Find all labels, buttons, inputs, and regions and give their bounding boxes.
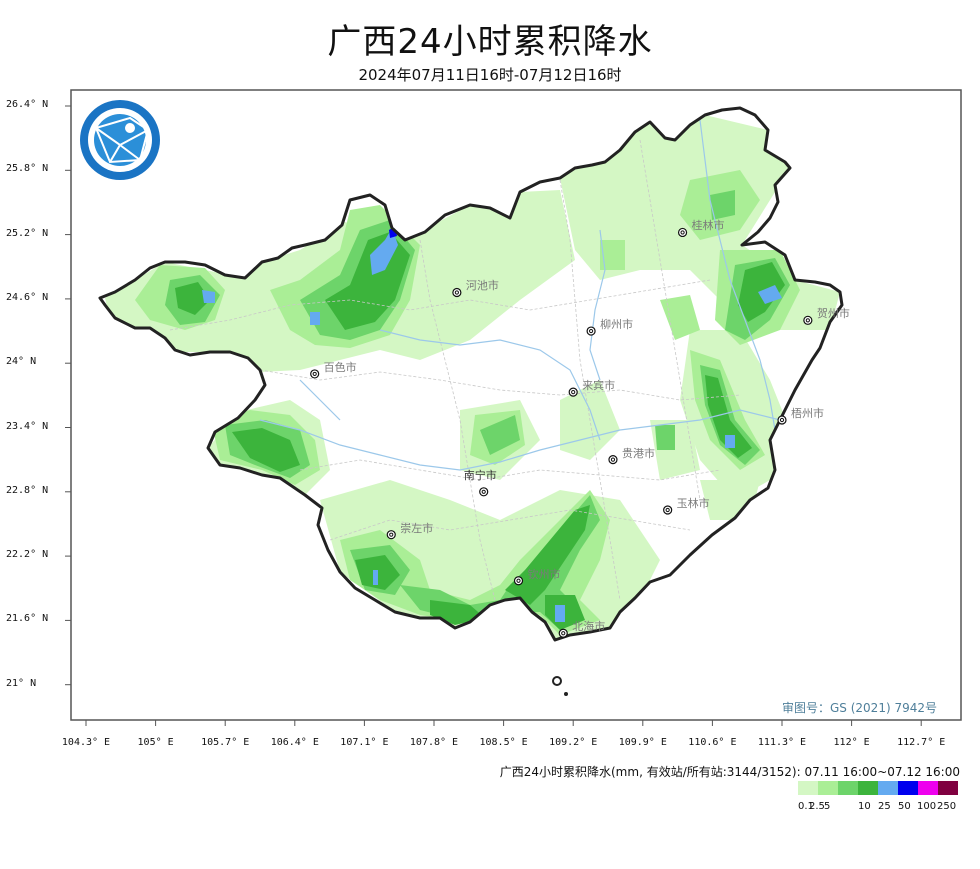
latitude-ticks xyxy=(65,105,71,686)
city-marker xyxy=(310,369,320,379)
longitude-tick-label: 105° E xyxy=(137,737,174,748)
latitude-tick-label: 24.6° N xyxy=(6,291,49,303)
latitude-tick-label: 24° N xyxy=(6,356,37,368)
latitude-tick-label: 25.2° N xyxy=(6,227,49,239)
longitude-ticks xyxy=(85,720,922,726)
legend-swatch xyxy=(858,781,878,795)
longitude-tick-label: 111.3° E xyxy=(757,737,807,748)
legend-label: 250 xyxy=(937,801,957,812)
city-label: 河池市 xyxy=(465,279,499,293)
legend-label: 100 xyxy=(917,801,937,812)
latitude-tick-label: 21.6° N xyxy=(6,613,49,625)
city-markers xyxy=(310,227,813,638)
city-marker xyxy=(452,287,462,298)
city-marker xyxy=(663,505,673,515)
county-boundaries xyxy=(169,139,741,601)
legend-labels: 0.1 2.5 5 10 25 50 100 250 xyxy=(798,801,960,815)
longitude-tick-label: 112.7° E xyxy=(897,737,946,748)
legend-label: 50 xyxy=(898,801,911,812)
city-marker xyxy=(777,415,787,425)
longitude-tick-label: 108.5° E xyxy=(479,737,528,748)
latitude-tick-label: 23.4° N xyxy=(6,420,49,432)
map-approval-number: 审图号：GS (2021) 7942号 xyxy=(782,701,937,715)
city-label: 来宾市 xyxy=(582,379,616,393)
city-label: 百色市 xyxy=(323,360,357,374)
longitude-tick-label: 107.1° E xyxy=(340,737,389,748)
map-subtitle: 2024年07月11日16时-07月12日16时 xyxy=(358,66,622,84)
rainfall-shading xyxy=(105,115,840,640)
city-label: 北海市 xyxy=(572,620,606,634)
xieyang-island xyxy=(564,692,568,696)
city-marker xyxy=(479,487,489,497)
city-marker xyxy=(386,530,396,540)
city-label: 玉林市 xyxy=(676,497,710,511)
city-label: 南宁市 xyxy=(463,468,497,482)
city-marker xyxy=(608,455,618,465)
city-label: 柳州市 xyxy=(600,318,634,332)
latitude-tick-label: 26.4° N xyxy=(6,99,49,110)
legend-swatch xyxy=(838,781,858,795)
legend-label: 0.1 xyxy=(798,801,814,812)
weizhou-island xyxy=(552,676,562,686)
latitude-tick-label: 22.8° N xyxy=(6,484,49,496)
longitude-tick-label: 109.9° E xyxy=(618,737,667,748)
longitude-tick-label: 110.6° E xyxy=(688,737,737,748)
legend-title: 广西24小时累积降水(mm, 有效站/所有站:3144/3152): 07.11… xyxy=(499,765,960,779)
city-marker xyxy=(513,576,524,586)
city-marker xyxy=(586,326,596,336)
longitude-tick-label: 106.4° E xyxy=(270,737,319,748)
map-title: 广西24小时累积降水 xyxy=(327,22,653,62)
city-marker xyxy=(677,227,688,238)
latitude-tick-label: 22.2° N xyxy=(6,549,49,561)
latitude-tick-label: 21° N xyxy=(6,677,37,689)
city-marker xyxy=(568,387,578,397)
latitude-tick-label: 25.8° N xyxy=(6,163,49,175)
city-label: 崇左市 xyxy=(400,521,434,535)
city-marker xyxy=(803,315,813,325)
legend-swatch xyxy=(798,781,818,795)
legend-label: 5 xyxy=(824,801,831,812)
longitude-tick-label: 107.8° E xyxy=(409,737,459,748)
legend-swatch xyxy=(898,781,918,795)
legend-label: 2.5 xyxy=(809,801,825,812)
longitude-tick-label: 104.3° E xyxy=(61,737,111,748)
city-label: 桂林市 xyxy=(691,219,725,233)
city-label: 贵港市 xyxy=(621,446,655,460)
map-frame xyxy=(70,89,962,721)
legend-swatch xyxy=(818,781,838,795)
longitude-tick-label: 112° E xyxy=(833,737,870,748)
legend-swatch xyxy=(918,781,938,795)
city-label: 钦州市 xyxy=(527,567,561,581)
meteorology-logo xyxy=(80,100,160,180)
legend-label: 25 xyxy=(878,801,891,812)
legend-label: 10 xyxy=(858,801,871,812)
rivers xyxy=(259,119,781,471)
legend-swatch xyxy=(938,781,958,795)
city-label: 贺州市 xyxy=(816,307,850,321)
legend-color-bar xyxy=(798,781,958,795)
longitude-tick-label: 105.7° E xyxy=(201,737,250,748)
longitude-tick-label: 109.2° E xyxy=(549,737,598,748)
city-marker xyxy=(558,628,568,638)
city-label: 梧州市 xyxy=(791,406,824,420)
legend-swatch xyxy=(878,781,898,795)
